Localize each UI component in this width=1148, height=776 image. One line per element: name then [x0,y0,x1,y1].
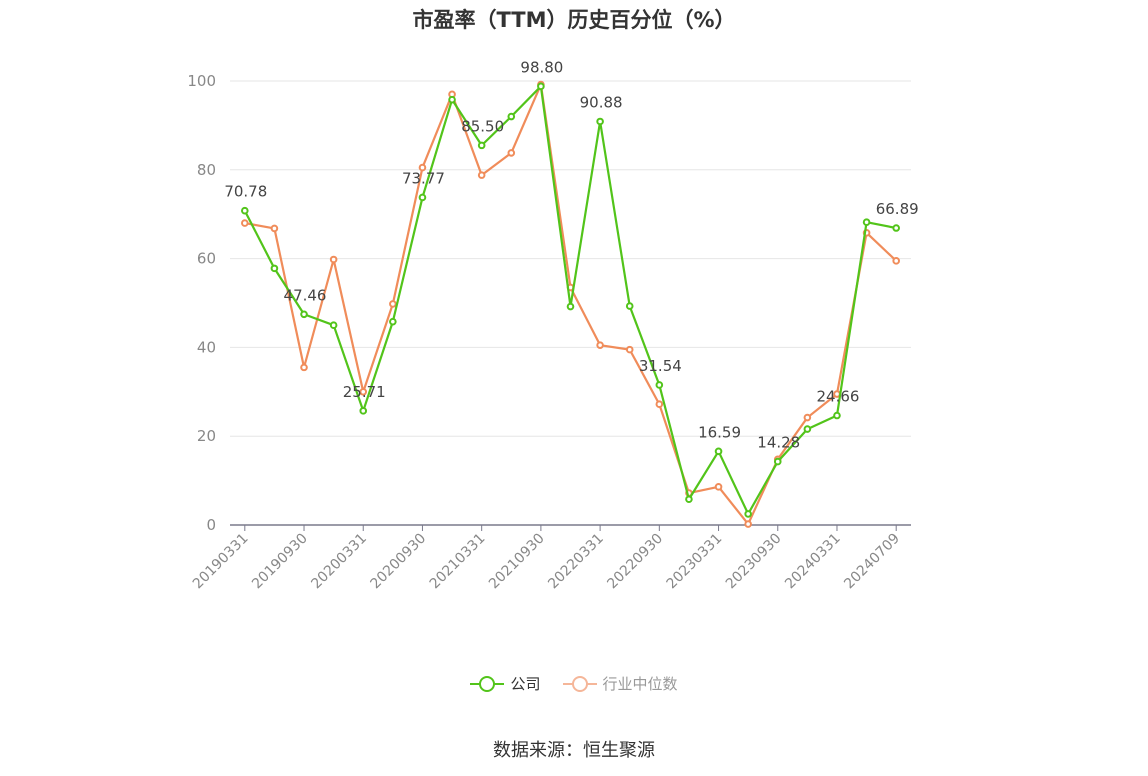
x-tick-label: 20190331 [190,531,252,593]
legend-company-label: 公司 [510,675,541,693]
legend-industry-label: 行业中位数 [602,675,678,693]
x-tick-label: 20210930 [486,531,548,593]
industry-point [300,363,308,372]
data-label: 98.80 [520,58,563,76]
industry-point [359,388,368,396]
company-point [773,457,782,466]
legend: 公司 行业中位数 [0,673,1148,694]
company-point [448,95,456,104]
y-tick-label: 20 [197,427,216,445]
data-source: 数据来源：恒生聚源 [493,740,655,761]
y-tick-label: 60 [197,250,216,268]
data-label: 90.88 [580,93,623,111]
x-tick-label: 20240709 [841,531,903,593]
series-company [241,82,900,518]
company-point [685,495,693,504]
industry-point [418,163,427,172]
data-labels: 70.78 47.46 25.71 73.77 85.50 98.80 90.88 31.54… [224,58,918,451]
data-label: 14.28 [757,434,800,452]
industry-point [625,345,634,354]
company-point [418,193,427,202]
industry-point [596,341,604,349]
y-tick-label: 40 [197,338,216,356]
company-point [892,224,900,232]
legend-company-symbol [470,674,505,694]
industry-point [714,483,723,491]
x-tick-label: 20190930 [249,531,311,593]
company-point [537,82,545,91]
data-label: 73.77 [402,169,445,187]
company-point [625,302,634,310]
company-point [389,317,397,326]
industry-point [744,520,752,528]
x-tick-label: 20230930 [723,531,785,593]
industry-point [803,413,812,422]
industry-point [241,219,249,227]
company-point [241,206,249,215]
company-point [329,321,338,330]
y-tick-label: 0 [206,516,216,534]
industry-point [655,400,664,409]
company-point [477,141,486,150]
company-point [300,310,308,319]
data-label: 24.66 [817,388,860,406]
data-label: 31.54 [639,357,682,375]
y-tick-label: 100 [187,72,216,90]
x-tick-label: 20220331 [545,531,607,593]
data-label: 16.59 [698,423,741,441]
x-tick-label: 20230331 [664,531,726,593]
data-label: 47.46 [284,286,327,304]
industry-point [477,171,486,179]
company-point [862,218,871,226]
company-point [714,447,723,456]
industry-point [270,224,279,233]
data-label: 25.71 [343,383,386,401]
x-tick-label: 20240331 [782,531,844,593]
company-point [744,510,752,518]
industry-point [389,300,397,308]
company-point [507,112,516,121]
legend-item-industry[interactable]: 行业中位数 [562,673,678,694]
company-point [596,117,604,126]
grid-lines [230,80,911,437]
company-point [833,411,841,420]
x-tick-label: 20210331 [427,531,489,593]
company-point [655,381,664,389]
y-axis: 0 20 40 60 80 100 [187,72,216,534]
company-point [270,264,279,273]
y-tick-label: 80 [197,161,216,179]
data-label: 66.89 [876,200,919,218]
industry-point [507,149,516,157]
x-tick-label: 20200331 [308,531,370,593]
x-axis: 2019033120190930202003312020093020210331… [190,524,911,593]
data-label: 70.78 [224,183,267,201]
legend-industry-symbol [562,674,597,694]
chart-title: 市盈率（TTM）历史百分位（%） [412,8,736,32]
company-point [566,302,575,311]
company-point [359,407,368,415]
legend-item-company[interactable]: 公司 [470,673,541,694]
industry-point [892,257,900,265]
series-industry [241,80,900,528]
industry-point [329,255,338,264]
x-tick-label: 20200930 [368,531,430,593]
company-point [803,425,812,433]
x-tick-label: 20220930 [604,531,666,593]
data-label: 85.50 [461,117,504,135]
